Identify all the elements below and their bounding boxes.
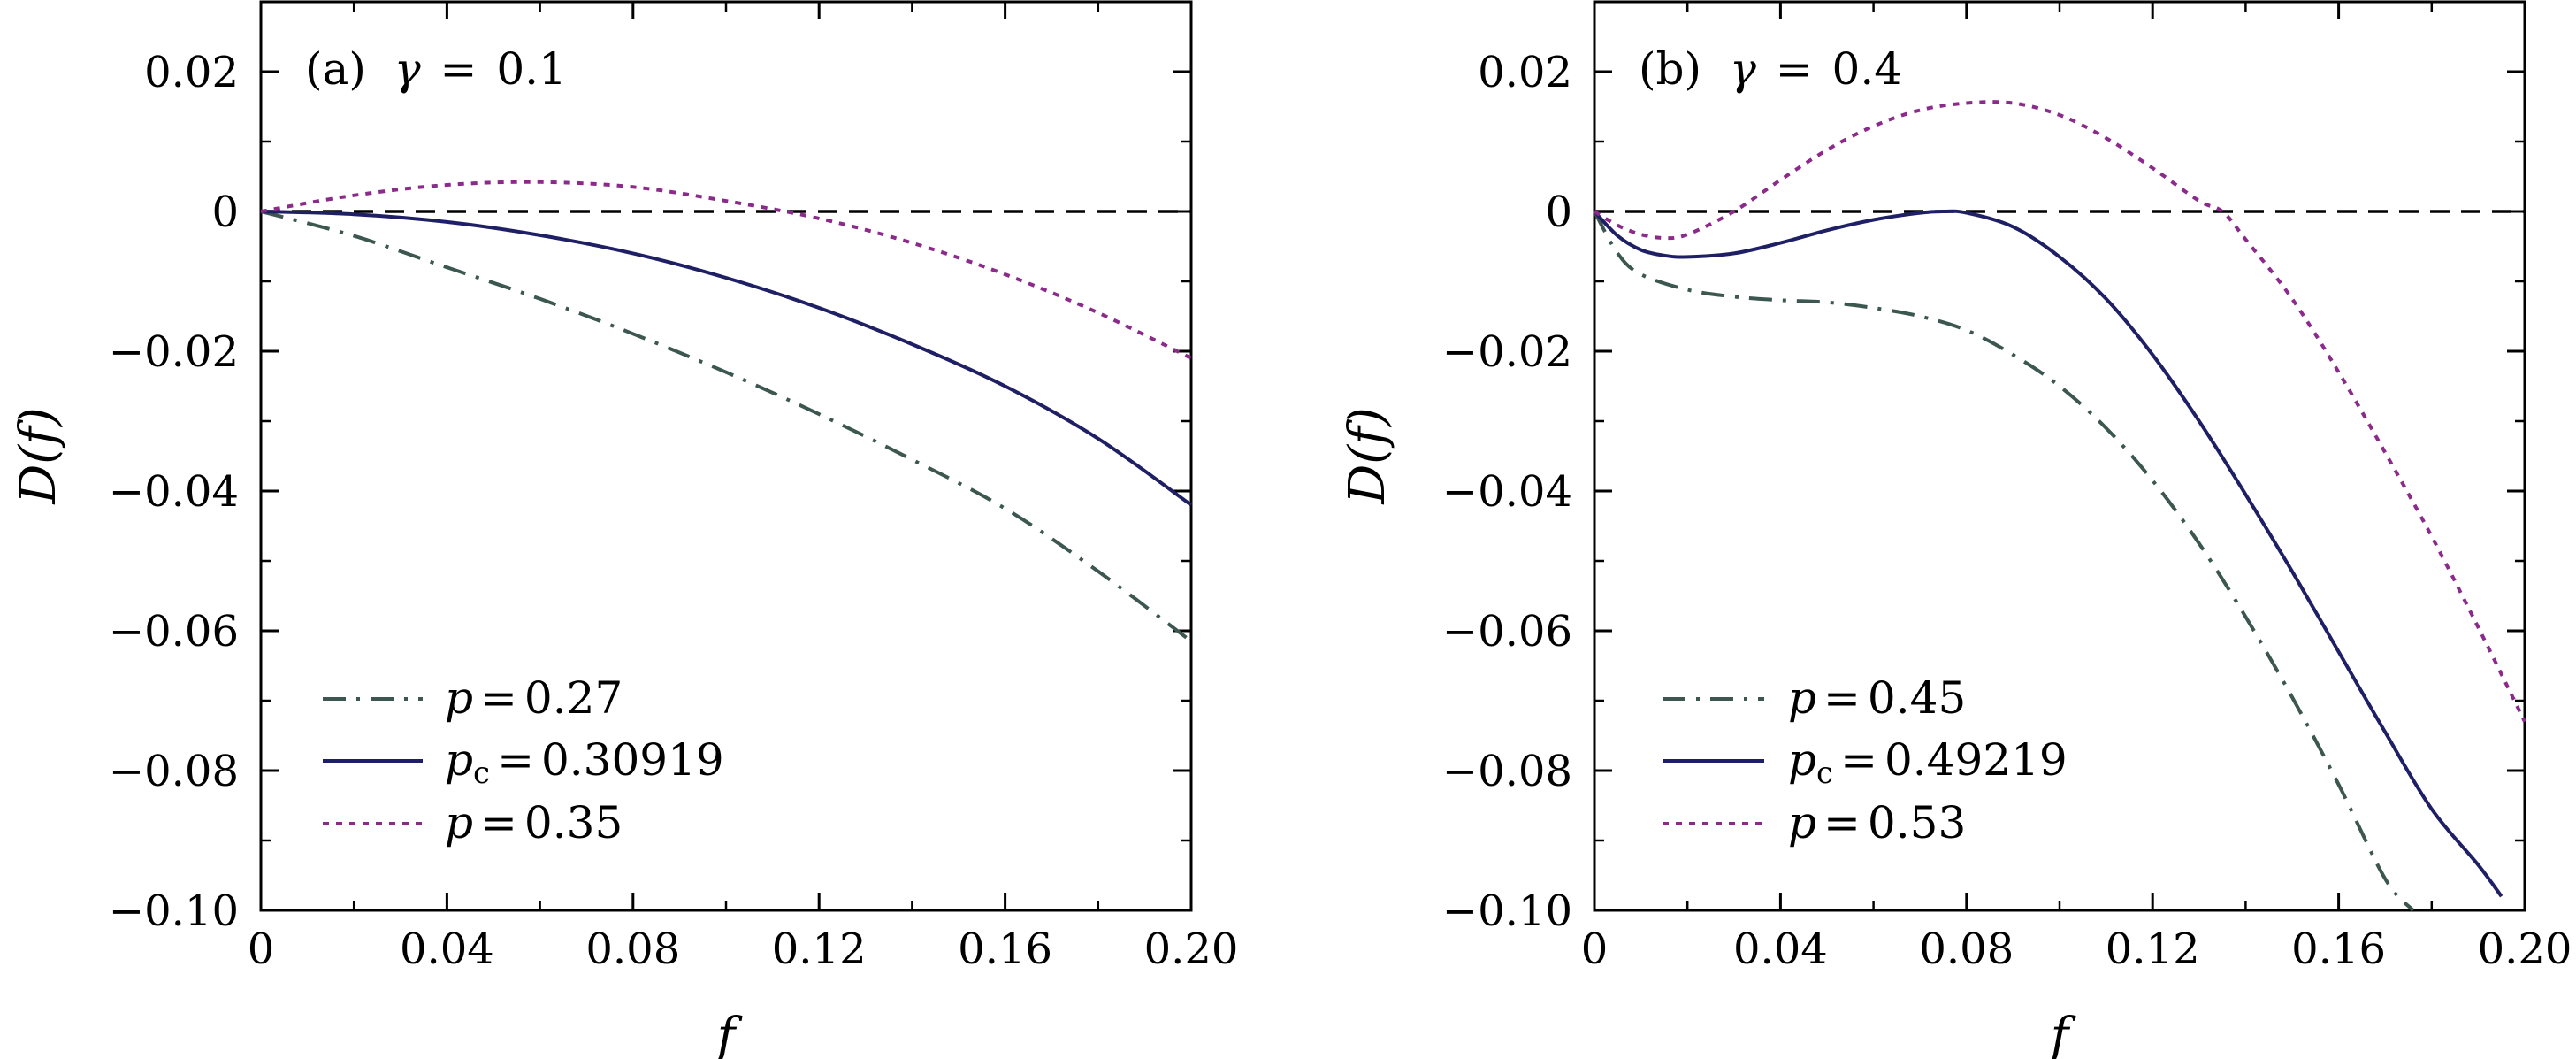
axis-ticks	[1593, 2, 2526, 912]
panel-b: 0.02 0 −0.02 −0.04 −0.06 −0.08 −0.10 0 0.04 0.08…	[1339, 0, 2572, 1059]
y-tick-label: 0.02	[1478, 48, 1572, 97]
y-tick-label: −0.08	[1442, 747, 1572, 796]
x-tick-label: 0.16	[958, 925, 1052, 974]
series-line	[260, 180, 1192, 360]
legend-entry: pc = 0.49219	[1663, 734, 2068, 791]
x-tick-label: 0.20	[2478, 925, 2572, 974]
x-tick-label: 0.08	[1919, 925, 2014, 974]
y-tick-label: −0.06	[1442, 607, 1572, 656]
plot-frame	[259, 0, 1193, 912]
legend-label: p = 0.35	[445, 797, 623, 848]
legend-entry: pc = 0.30919	[323, 734, 724, 791]
y-tick-label: −0.06	[109, 607, 239, 656]
legend-label: p = 0.53	[1788, 797, 1966, 848]
legend-entry: p = 0.35	[323, 797, 623, 848]
series-lines	[1593, 100, 2526, 912]
x-tick-label: 0.20	[1144, 925, 1239, 974]
x-tick-labels: 0 0.04 0.08 0.12 0.16 0.20	[1581, 925, 2572, 974]
x-tick-label: 0.08	[585, 925, 680, 974]
panel-label: (a)	[305, 43, 366, 95]
y-tick-label: −0.02	[109, 327, 239, 377]
y-tick-label: −0.02	[1442, 327, 1572, 377]
legend-label: p = 0.45	[1788, 672, 1966, 724]
series-line	[1593, 209, 2503, 898]
x-axis-title: f	[2047, 1008, 2077, 1059]
series-line	[260, 210, 1193, 507]
y-axis-title: D(f)	[10, 407, 67, 504]
x-axis-title: f	[714, 1008, 744, 1059]
gamma-value: 0.1	[496, 43, 567, 95]
legend-entry: p = 0.27	[323, 672, 623, 724]
x-tick-label: 0.04	[1733, 925, 1828, 974]
legend-entry: p = 0.45	[1663, 672, 1966, 724]
y-tick-labels: 0.02 0 −0.02 −0.04 −0.06 −0.08 −0.10	[1442, 48, 1572, 936]
series-lines	[260, 180, 1193, 643]
legend-label: pc = 0.49219	[1788, 734, 2068, 791]
legend-entry: p = 0.53	[1663, 797, 1966, 848]
y-tick-label: −0.10	[109, 886, 239, 936]
gamma-symbol: γ	[394, 43, 421, 95]
x-tick-label: 0.12	[772, 925, 867, 974]
x-tick-label: 0.12	[2106, 925, 2200, 974]
panel-label: (b)	[1639, 43, 1701, 95]
y-tick-labels: 0.02 0 −0.02 −0.04 −0.06 −0.08 −0.10	[109, 48, 239, 936]
gamma-symbol: γ	[1730, 43, 1756, 95]
x-tick-label: 0	[248, 925, 275, 974]
x-tick-labels: 0 0.04 0.08 0.12 0.16 0.20	[248, 925, 1239, 974]
x-tick-label: 0	[1581, 925, 1609, 974]
title-equals: =	[440, 43, 478, 95]
y-tick-label: −0.04	[109, 467, 239, 517]
legend: p = 0.45 pc = 0.49219 p = 0.53	[1663, 672, 2068, 848]
y-tick-label: −0.10	[1442, 886, 1572, 936]
panel-title: (a) γ = 0.1	[305, 43, 567, 95]
panel-a: 0.02 0 −0.02 −0.04 −0.06 −0.08 −0.10 0 0.04 0.08…	[10, 0, 1239, 1059]
panel-title: (b) γ = 0.4	[1639, 43, 1902, 95]
series-line	[1593, 100, 2526, 723]
y-tick-label: −0.08	[109, 747, 239, 796]
y-axis-title: D(f)	[1339, 407, 1396, 504]
y-tick-label: 0.02	[144, 48, 239, 97]
y-tick-label: −0.04	[1442, 467, 1572, 517]
x-tick-label: 0.16	[2291, 925, 2386, 974]
x-tick-label: 0.04	[400, 925, 494, 974]
legend: p = 0.27 pc = 0.30919 p = 0.35	[323, 672, 724, 848]
title-equals: =	[1776, 43, 1813, 95]
series-line	[260, 210, 1193, 643]
y-tick-label: 0	[1545, 188, 1572, 237]
axis-ticks	[259, 2, 1193, 912]
gamma-value: 0.4	[1832, 43, 1903, 95]
legend-label: p = 0.27	[445, 672, 623, 724]
y-tick-label: 0	[211, 188, 239, 237]
legend-label: pc = 0.30919	[445, 734, 724, 791]
series-line	[1593, 211, 2415, 912]
